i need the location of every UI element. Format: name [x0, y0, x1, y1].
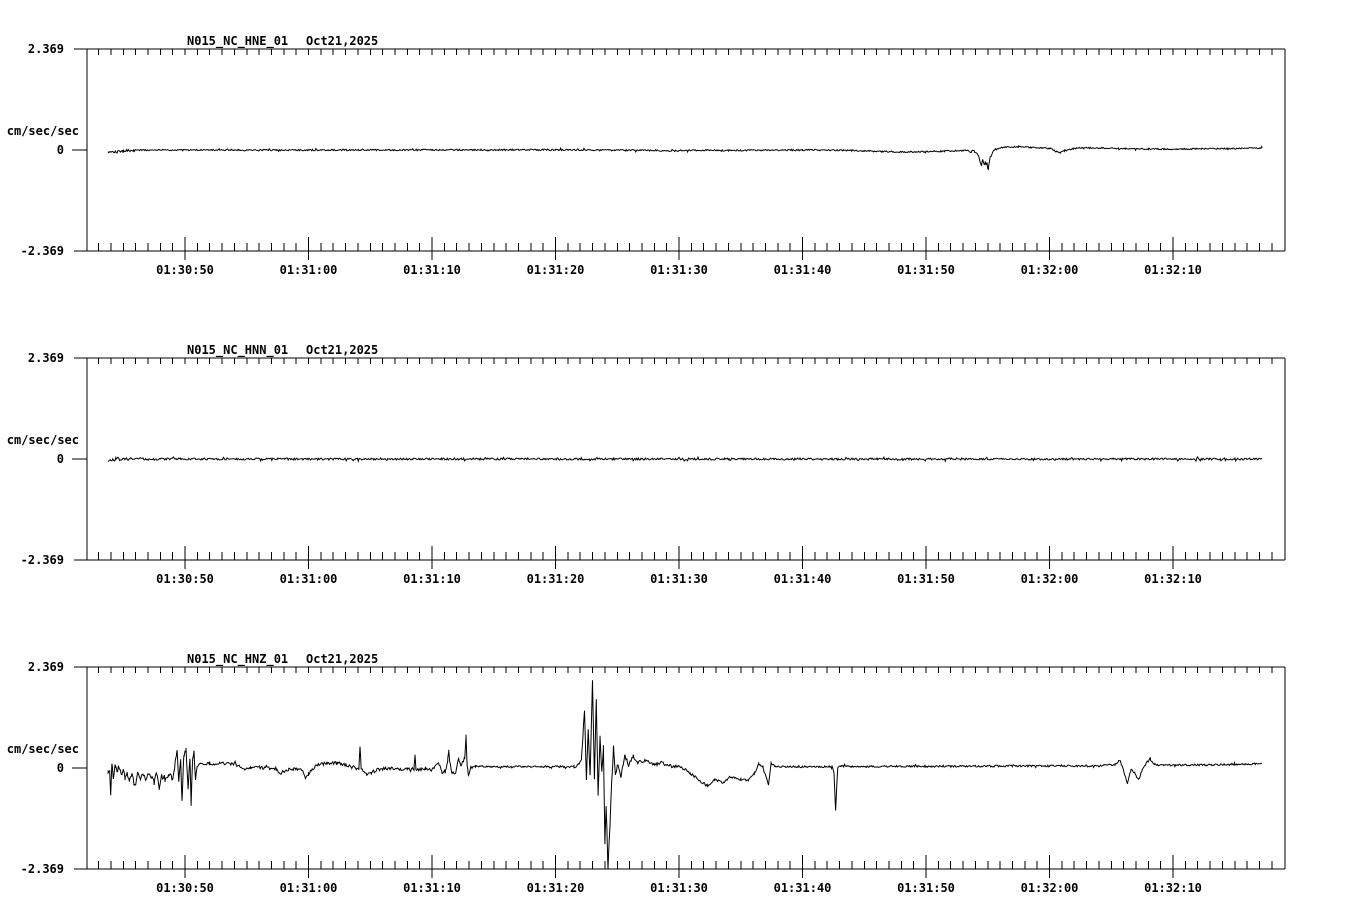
- y-zero-label: 0: [56, 452, 64, 466]
- x-tick-label-01:32:00: 01:32:00: [1020, 881, 1079, 895]
- y-zero-label: 0: [56, 143, 64, 157]
- x-tick-label-01:31:30: 01:31:30: [650, 881, 708, 895]
- x-tick-label-01:31:30: 01:31:30: [650, 263, 708, 277]
- x-tick-label-01:30:50: 01:30:50: [156, 263, 214, 277]
- x-tick-label-01:30:50: 01:30:50: [156, 881, 214, 895]
- axis-frame-N015_NC_HNZ_01: [72, 666, 1286, 878]
- panel-title-station: N015_NC_HNE_01: [187, 34, 289, 48]
- y-max-label: 2.369: [27, 351, 64, 365]
- axis-frame-N015_NC_HNN_01: [72, 357, 1286, 569]
- y-axis-unit-label: cm/sec/sec: [6, 124, 79, 138]
- panel-title-station: N015_NC_HNZ_01: [187, 652, 289, 666]
- x-tick-label-01:32:10: 01:32:10: [1144, 881, 1202, 895]
- x-tick-label-01:31:10: 01:31:10: [403, 572, 461, 586]
- x-tick-label-01:32:00: 01:32:00: [1020, 263, 1079, 277]
- y-zero-label: 0: [56, 761, 64, 775]
- x-tick-label-01:31:50: 01:31:50: [897, 572, 955, 586]
- y-axis-unit-label: cm/sec/sec: [6, 433, 79, 447]
- x-tick-label-01:31:00: 01:31:00: [279, 572, 338, 586]
- y-min-label: -2.369: [20, 553, 64, 567]
- x-tick-label-01:30:50: 01:30:50: [156, 572, 214, 586]
- x-tick-label-01:31:30: 01:31:30: [650, 572, 708, 586]
- x-tick-label-01:31:10: 01:31:10: [403, 263, 461, 277]
- y-min-label: -2.369: [20, 244, 64, 258]
- waveform-trace-N015_NC_HNE_01: [107, 144, 1263, 171]
- x-tick-label-01:31:10: 01:31:10: [403, 881, 461, 895]
- panel-title-date: Oct21,2025: [306, 343, 379, 357]
- x-tick-label-01:32:00: 01:32:00: [1020, 572, 1079, 586]
- x-tick-label-01:31:00: 01:31:00: [279, 881, 338, 895]
- x-tick-label-01:31:20: 01:31:20: [526, 881, 585, 895]
- panel-title-date: Oct21,2025: [306, 652, 379, 666]
- panel-title-station: N015_NC_HNN_01: [187, 343, 289, 357]
- y-max-label: 2.369: [27, 42, 64, 56]
- x-tick-label-01:31:20: 01:31:20: [526, 263, 585, 277]
- x-tick-label-01:31:40: 01:31:40: [773, 881, 832, 895]
- x-tick-label-01:31:00: 01:31:00: [279, 263, 338, 277]
- y-axis-unit-label: cm/sec/sec: [6, 742, 79, 756]
- axis-frame-N015_NC_HNE_01: [72, 48, 1286, 260]
- x-tick-label-01:31:20: 01:31:20: [526, 572, 585, 586]
- waveform-trace-N015_NC_HNZ_01: [107, 680, 1263, 869]
- panel-title-date: Oct21,2025: [306, 34, 379, 48]
- waveform-trace-N015_NC_HNN_01: [107, 455, 1263, 463]
- y-min-label: -2.369: [20, 862, 64, 876]
- y-max-label: 2.369: [27, 660, 64, 674]
- x-tick-label-01:31:50: 01:31:50: [897, 263, 955, 277]
- x-tick-label-01:31:40: 01:31:40: [773, 572, 832, 586]
- x-tick-label-01:32:10: 01:32:10: [1144, 572, 1202, 586]
- x-tick-label-01:31:40: 01:31:40: [773, 263, 832, 277]
- x-tick-label-01:31:50: 01:31:50: [897, 881, 955, 895]
- x-tick-label-01:32:10: 01:32:10: [1144, 263, 1202, 277]
